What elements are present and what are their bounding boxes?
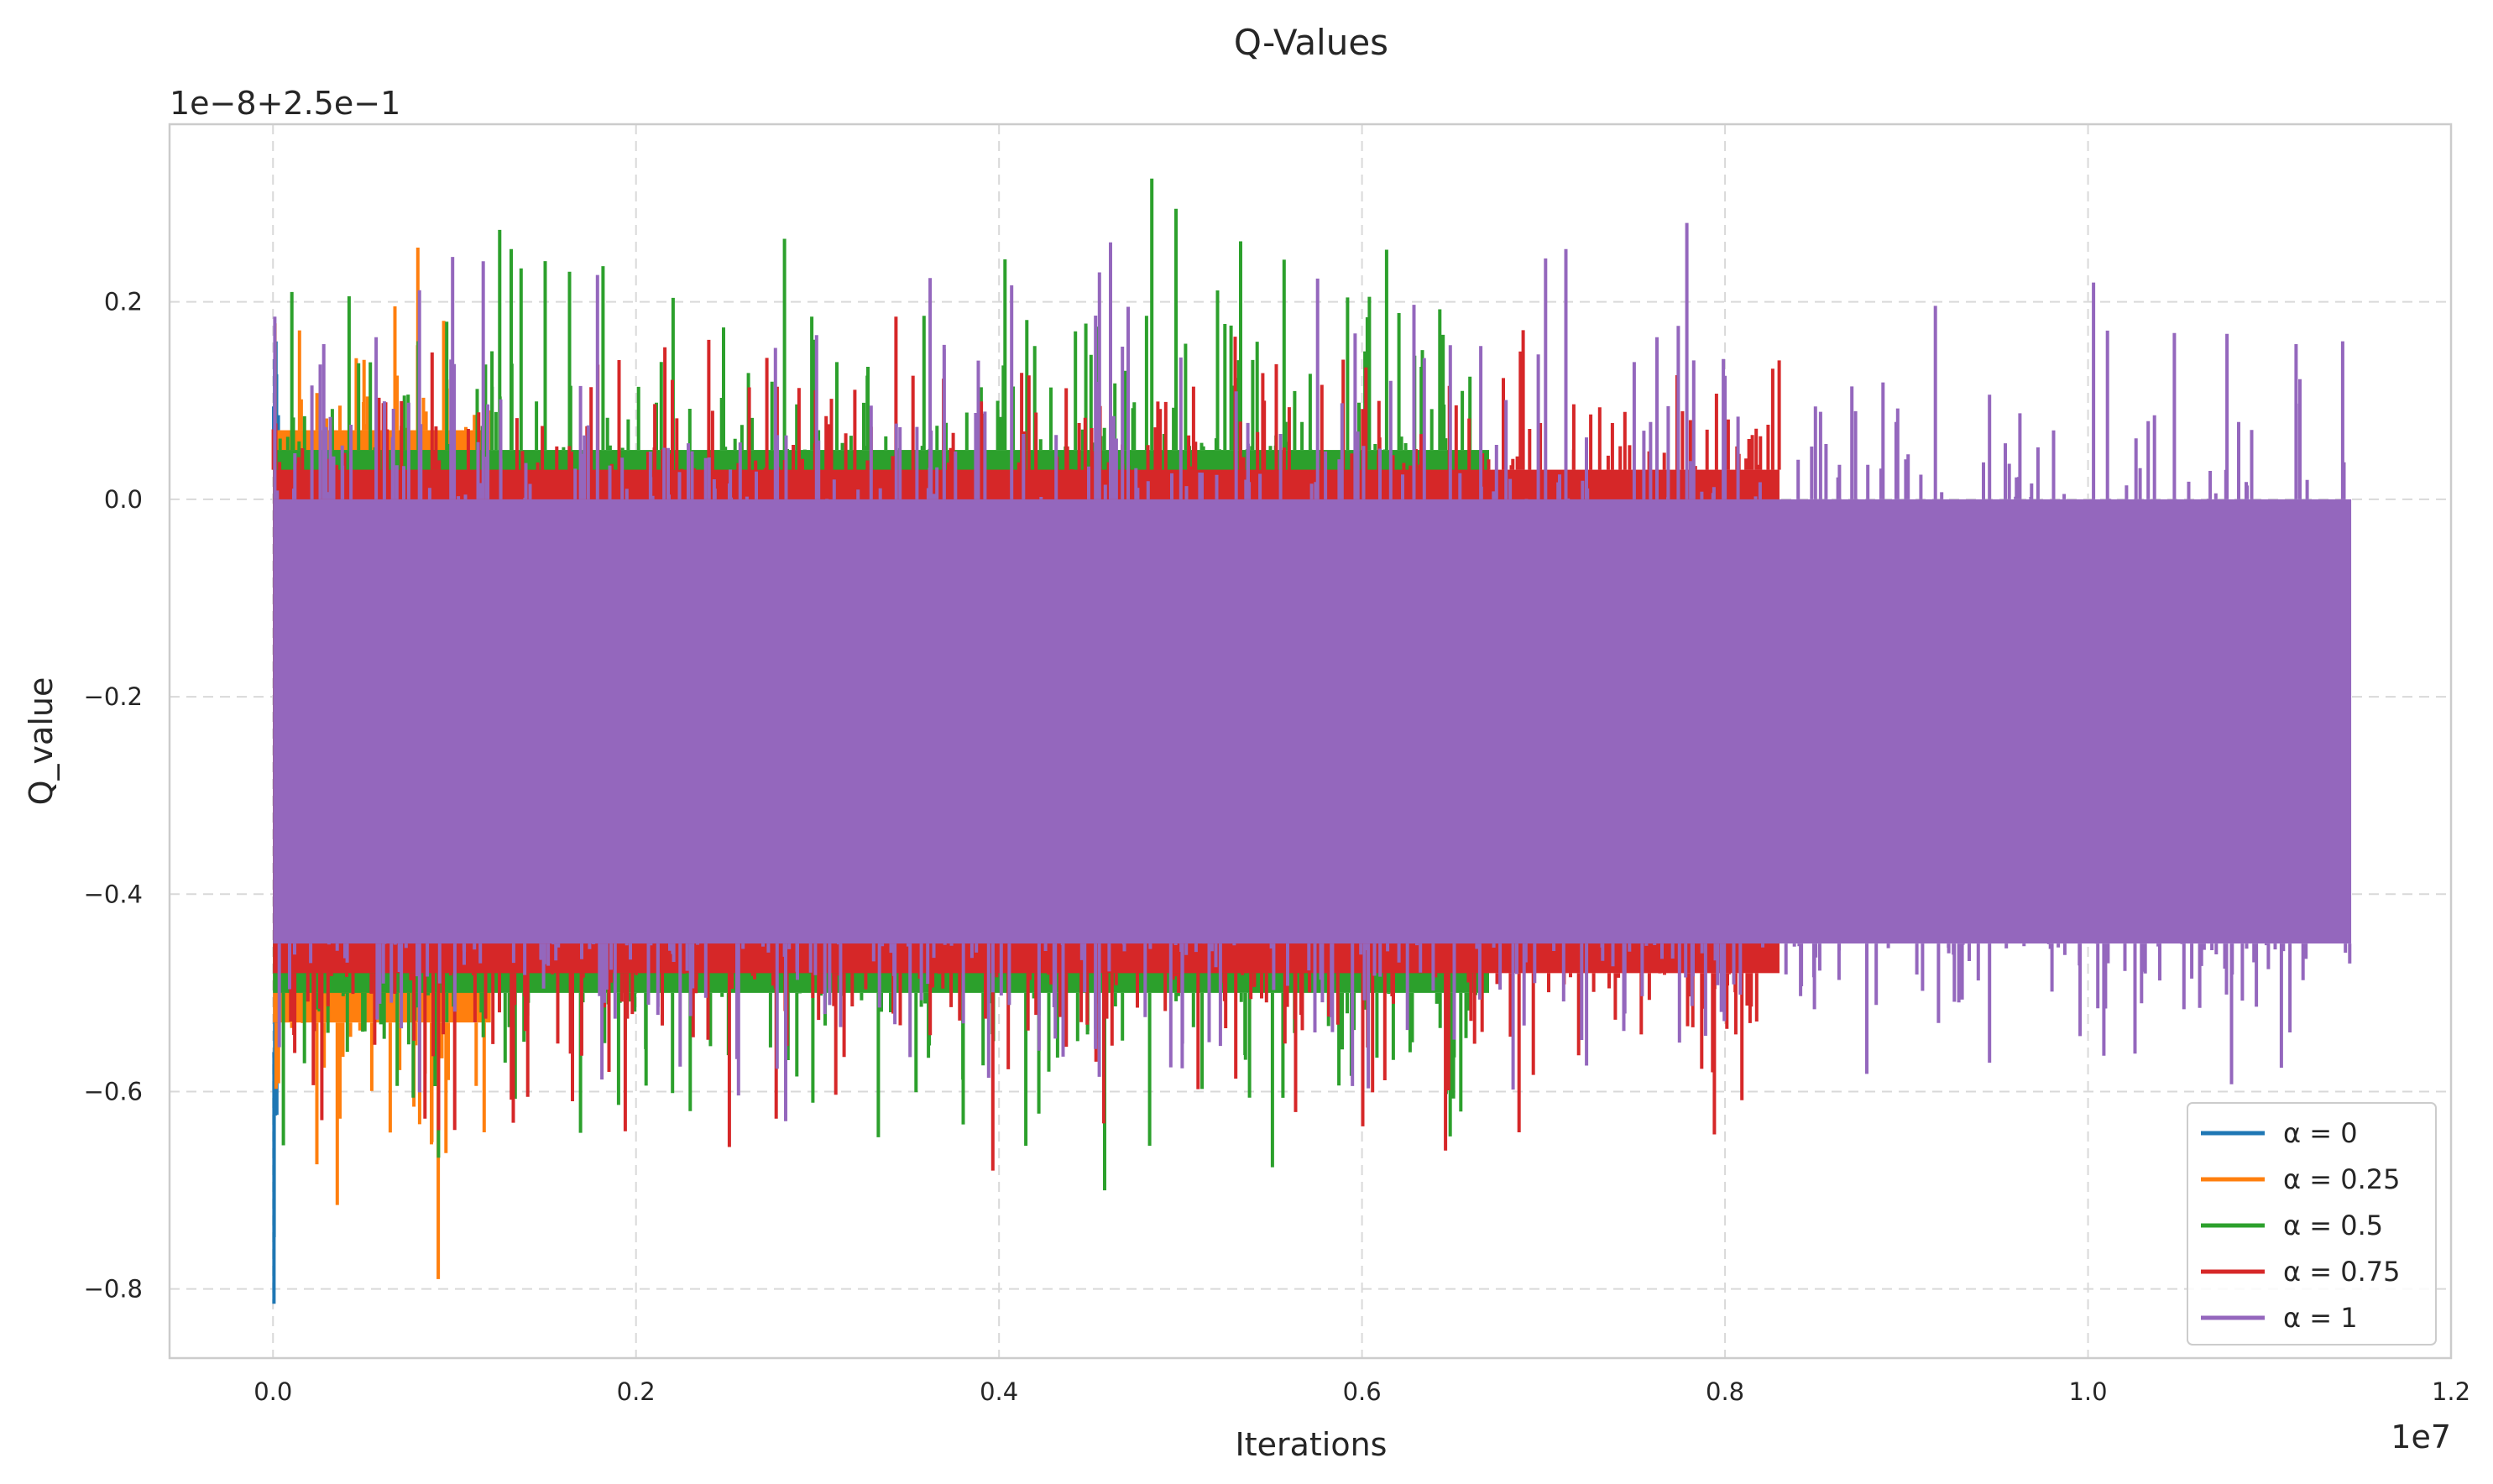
y-ticks: −0.8 −0.6 −0.4 −0.2 0.0 0.2 xyxy=(84,288,143,1304)
y-offset-label: 1e−8+2.5e−1 xyxy=(170,85,400,122)
y-axis-label: Q_value xyxy=(23,677,60,806)
legend-box xyxy=(2187,1102,2437,1346)
series-layer xyxy=(271,178,2352,1304)
x-tick-label: 0.6 xyxy=(1343,1377,1382,1406)
x-offset-label: 1e7 xyxy=(2391,1419,2451,1455)
x-axis-label: Iterations xyxy=(1236,1426,1388,1463)
legend-label: α = 0.75 xyxy=(2283,1256,2401,1288)
y-tick-label: −0.4 xyxy=(84,880,143,908)
plot-frame xyxy=(168,123,2453,1360)
y-tick-label: −0.8 xyxy=(84,1275,143,1304)
series-spikes xyxy=(273,222,2352,1121)
x-tick-label: 1.2 xyxy=(2432,1377,2470,1406)
legend-label: α = 1 xyxy=(2283,1302,2358,1334)
legend-label: α = 0.5 xyxy=(2283,1210,2383,1241)
y-tick-label: 0.2 xyxy=(104,288,143,316)
y-tick-label: −0.2 xyxy=(84,682,143,711)
legend-label: α = 0 xyxy=(2283,1117,2358,1149)
x-ticks: 0.0 0.2 0.4 0.6 0.8 1.0 1.2 xyxy=(253,1377,2470,1406)
x-tick-label: 0.4 xyxy=(980,1377,1018,1406)
x-tick-label: 0.0 xyxy=(253,1377,292,1406)
y-tick-label: −0.6 xyxy=(84,1077,143,1105)
legend-label: α = 0.25 xyxy=(2283,1163,2401,1195)
x-tick-label: 0.2 xyxy=(617,1377,656,1406)
y-tick-label: 0.0 xyxy=(104,485,143,514)
series-4 xyxy=(273,222,2352,1121)
legend: α = 0 α = 0.25 α = 0.5 α = 0.75 α = 1 xyxy=(2187,1102,2437,1346)
x-tick-label: 0.8 xyxy=(1706,1377,1744,1406)
x-tick-label: 1.0 xyxy=(2068,1377,2107,1406)
series-band xyxy=(273,499,2352,944)
chart-title: Q-Values xyxy=(1234,22,1388,63)
